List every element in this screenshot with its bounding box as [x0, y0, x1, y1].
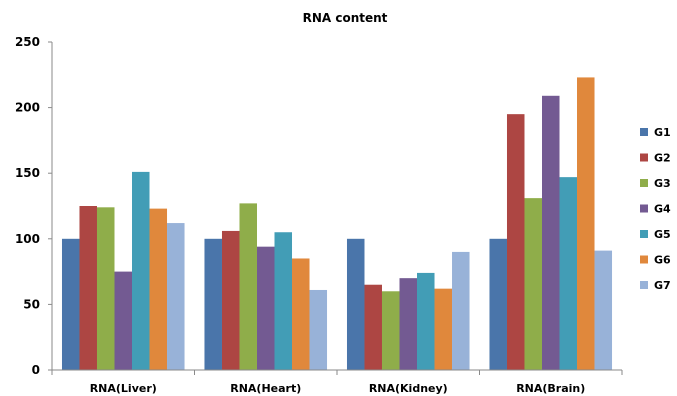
legend-swatch	[640, 204, 648, 213]
bar-g3	[381, 291, 400, 370]
legend-swatch	[640, 179, 648, 187]
bar-g1	[61, 238, 80, 370]
legend-swatch	[640, 128, 648, 136]
x-category-label: RNA(Liver)	[90, 382, 157, 395]
bar-g7	[167, 223, 185, 370]
bar-g2	[364, 284, 382, 370]
legend-swatch	[640, 153, 648, 162]
legend-label: G5	[654, 228, 671, 241]
bar-g6	[292, 258, 310, 370]
legend-swatch	[640, 230, 648, 238]
legend-label: G1	[654, 126, 671, 139]
bar-g7	[309, 289, 328, 370]
bar-g6	[149, 208, 168, 370]
bar-g5	[132, 171, 150, 370]
x-category-label: RNA(Brain)	[516, 382, 585, 395]
bar-g1	[346, 238, 365, 370]
x-axis: RNA(Liver) RNA(Heart) RNA(Kidney) RNA(Brain…	[51, 369, 623, 395]
bar-g4	[114, 271, 133, 370]
bar-g4	[399, 278, 418, 370]
y-tick-label: 200	[15, 101, 40, 115]
x-category-label: RNA(Heart)	[230, 382, 301, 395]
chart-title: RNA content	[303, 11, 388, 25]
legend-label: G3	[654, 177, 671, 190]
bar-g1	[204, 238, 222, 370]
legend-label: G4	[654, 203, 671, 216]
bar-g3	[96, 207, 115, 370]
y-tick-label: 250	[15, 35, 40, 49]
bar-g6	[434, 288, 453, 370]
legend-label: G7	[654, 279, 671, 292]
x-category-label: RNA(Kidney)	[369, 382, 448, 395]
bar-g5	[274, 232, 293, 370]
bar-g4	[542, 95, 560, 370]
bar-g2	[79, 206, 97, 370]
bar-g6	[577, 77, 595, 371]
y-tick-label: 50	[23, 297, 40, 311]
bar-g4	[257, 246, 275, 370]
bar-g7	[452, 251, 470, 370]
y-tick-label: 0	[32, 363, 40, 377]
y-axis: 0 50 100 150 200 250	[15, 35, 53, 377]
bar-g2	[506, 114, 525, 370]
bar-g3	[524, 198, 542, 370]
bar-g2	[221, 230, 240, 370]
legend-swatch	[640, 255, 648, 264]
legend-label: G2	[654, 152, 671, 165]
bar-g1	[489, 238, 507, 370]
y-tick-label: 100	[15, 232, 40, 246]
bars	[61, 77, 613, 371]
bar-g7	[594, 250, 613, 370]
legend: G1 G2 G3 G4 G5 G6 G7	[640, 126, 671, 292]
bar-g5	[559, 177, 578, 370]
legend-swatch	[640, 281, 648, 289]
bar-g3	[239, 203, 257, 370]
y-tick-label: 150	[15, 166, 40, 180]
bar-g5	[417, 272, 435, 370]
legend-label: G6	[654, 254, 671, 267]
